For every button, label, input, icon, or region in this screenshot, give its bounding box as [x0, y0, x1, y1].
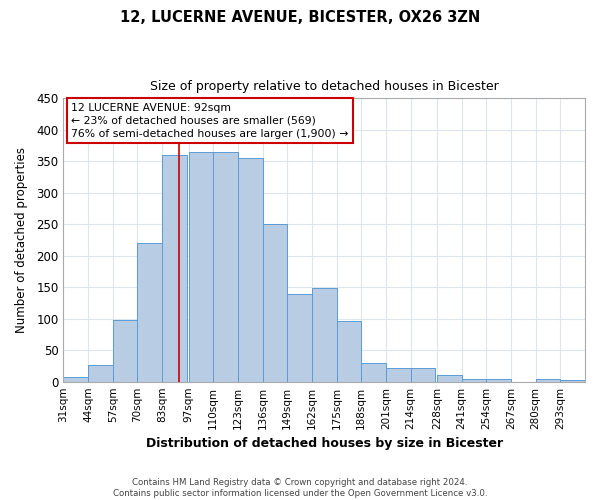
Bar	[536, 379, 560, 382]
Bar	[213, 152, 238, 382]
Bar	[462, 379, 487, 382]
Bar	[188, 152, 213, 382]
Bar	[113, 320, 137, 382]
Bar	[287, 294, 312, 382]
Bar	[361, 363, 386, 382]
Bar	[64, 376, 88, 382]
Bar	[263, 224, 287, 382]
Bar	[560, 380, 585, 382]
Bar	[410, 368, 435, 382]
Bar	[487, 379, 511, 382]
Bar	[312, 288, 337, 382]
Bar	[162, 155, 187, 382]
X-axis label: Distribution of detached houses by size in Bicester: Distribution of detached houses by size …	[146, 437, 503, 450]
Y-axis label: Number of detached properties: Number of detached properties	[15, 147, 28, 333]
Title: Size of property relative to detached houses in Bicester: Size of property relative to detached ho…	[150, 80, 499, 93]
Text: 12 LUCERNE AVENUE: 92sqm
← 23% of detached houses are smaller (569)
76% of semi-: 12 LUCERNE AVENUE: 92sqm ← 23% of detach…	[71, 102, 349, 139]
Text: Contains HM Land Registry data © Crown copyright and database right 2024.
Contai: Contains HM Land Registry data © Crown c…	[113, 478, 487, 498]
Bar	[386, 368, 410, 382]
Bar	[337, 320, 361, 382]
Bar	[88, 364, 113, 382]
Bar	[238, 158, 263, 382]
Bar	[137, 243, 162, 382]
Text: 12, LUCERNE AVENUE, BICESTER, OX26 3ZN: 12, LUCERNE AVENUE, BICESTER, OX26 3ZN	[120, 10, 480, 25]
Bar	[437, 376, 462, 382]
